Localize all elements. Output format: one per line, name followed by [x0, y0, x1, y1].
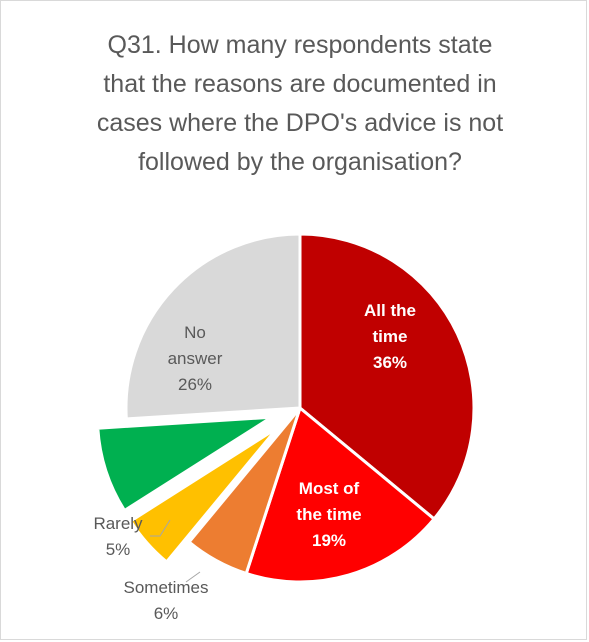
data-label-percent: 26% [178, 375, 212, 394]
data-label-never: Never 8% [24, 461, 72, 506]
data-label-category: time [373, 327, 408, 346]
data-label-sometimes: Sometimes 6% [123, 578, 208, 623]
pie-slice-no-answer [126, 234, 300, 419]
pie-slices [98, 234, 474, 582]
data-label-rarely: Rarely 5% [93, 514, 143, 559]
data-label-percent: 6% [154, 604, 179, 623]
data-label-category: Rarely [93, 514, 143, 533]
data-label-percent: 36% [373, 353, 407, 372]
data-label-percent: 19% [312, 531, 346, 550]
data-label-category: answer [168, 349, 223, 368]
data-label-category: the time [296, 505, 361, 524]
data-label-category: Never [24, 461, 72, 480]
data-label-category: Most of [299, 479, 360, 498]
data-label-category: Sometimes [123, 578, 208, 597]
data-label-percent: 5% [106, 540, 131, 559]
data-label-category: All the [364, 301, 416, 320]
data-label-percent: 8% [36, 487, 61, 506]
data-label-category: No [184, 323, 206, 342]
